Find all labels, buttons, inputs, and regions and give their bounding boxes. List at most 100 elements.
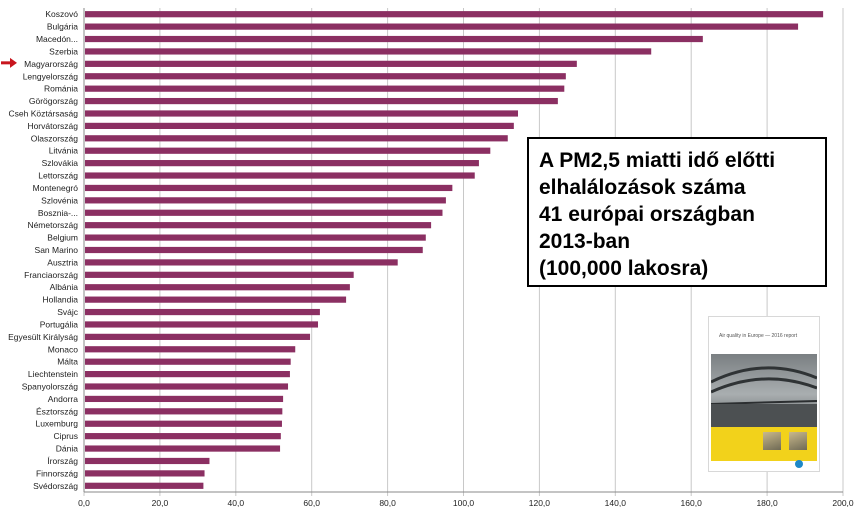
eea-logo-icon <box>795 460 803 468</box>
bar <box>85 445 281 452</box>
category-label: Cseh Köztársaság <box>9 108 79 118</box>
category-label: Montenegró <box>33 183 79 193</box>
category-label: Ciprus <box>53 431 78 441</box>
cover-thumbnail <box>789 432 807 450</box>
bar <box>85 110 519 117</box>
bar <box>85 284 350 291</box>
x-tick-label: 20,0 <box>152 498 169 508</box>
x-tick-label: 60,0 <box>303 498 320 508</box>
report-cover-title: Air quality in Europe — 2016 report <box>719 333 798 339</box>
category-label: Liechtenstein <box>28 369 78 379</box>
category-label: Olaszország <box>31 133 79 143</box>
bar <box>85 222 432 229</box>
category-label: Koszovó <box>45 9 78 19</box>
bar <box>85 433 281 440</box>
x-tick-label: 0,0 <box>78 498 90 508</box>
category-label: Magyarország <box>24 59 78 69</box>
category-label: Litvánia <box>49 146 79 156</box>
bar <box>85 470 205 477</box>
category-label: Bulgária <box>47 22 78 32</box>
category-label: Spanyolország <box>22 382 79 392</box>
bar <box>85 160 479 167</box>
category-label: Macedón... <box>36 34 78 44</box>
chart-title-box: A PM2,5 miatti idő előtti elhalálozások … <box>527 137 827 287</box>
bar <box>85 85 565 92</box>
category-label: Málta <box>57 357 78 367</box>
category-label: Svédország <box>33 481 78 491</box>
category-label: San Marino <box>35 245 79 255</box>
bar <box>85 321 319 328</box>
category-label: Lengyelország <box>23 71 79 81</box>
category-label: Lettország <box>38 171 78 181</box>
category-label: Románia <box>44 84 78 94</box>
arrow-icon <box>10 57 17 68</box>
category-label: Belgium <box>47 233 78 243</box>
bar <box>85 209 443 216</box>
category-label: Dánia <box>56 444 78 454</box>
category-label: Monaco <box>48 344 79 354</box>
chart-title-line: A PM2,5 miatti idő előtti <box>539 149 776 172</box>
bar <box>85 259 398 266</box>
bars <box>85 11 824 489</box>
bar <box>85 48 652 55</box>
x-tick-labels: 0,0 20,0 40,0 60,0 80,0 100,0 120,0 140,0 160,0 1… <box>78 498 854 508</box>
bar <box>85 371 290 378</box>
bar <box>85 346 296 353</box>
bar <box>85 35 703 43</box>
bar <box>85 271 354 278</box>
category-label: Svájc <box>57 307 79 317</box>
bar <box>85 172 475 179</box>
bar <box>85 395 284 403</box>
x-tick-label: 160,0 <box>681 498 703 508</box>
category-label: Szerbia <box>49 46 78 56</box>
bar <box>85 60 577 67</box>
bar <box>85 408 283 415</box>
category-label: Albánia <box>50 282 79 292</box>
category-label: Észtország <box>36 406 78 416</box>
bar <box>85 358 291 365</box>
category-label: Hollandia <box>43 295 79 305</box>
bar <box>85 482 204 489</box>
cover-yellow-band <box>711 427 817 461</box>
category-label: Görögország <box>29 96 78 106</box>
chart-title-line: 41 európai országban <box>539 203 755 226</box>
chart-title-line: (100,000 lakosra) <box>539 257 709 280</box>
bar <box>85 135 508 142</box>
bar <box>85 234 426 241</box>
category-label: Írország <box>47 456 78 466</box>
category-label: Szlovénia <box>41 195 78 205</box>
bar <box>85 383 289 390</box>
highlight-marker <box>1 57 17 68</box>
bar <box>85 333 311 340</box>
x-tick-label: 200,0 <box>832 498 854 508</box>
bar <box>85 197 446 204</box>
bar <box>85 457 210 465</box>
x-tick-label: 140,0 <box>605 498 627 508</box>
category-label: Portugália <box>40 319 79 329</box>
cover-thumbnail <box>763 432 781 450</box>
category-label: Németország <box>27 220 78 230</box>
bridge-photo <box>710 354 818 427</box>
bar <box>85 246 423 254</box>
chart-title-line: 2013-ban <box>539 230 631 253</box>
category-label: Franciaország <box>24 270 78 280</box>
bar <box>85 122 514 129</box>
bar <box>85 147 491 154</box>
bar <box>85 11 824 18</box>
report-cover-image: Air quality in Europe — 2016 report <box>708 316 820 472</box>
bar <box>85 23 799 30</box>
category-label: Horvátország <box>27 121 78 131</box>
category-label: Egyesült Királyság <box>8 332 78 342</box>
bar <box>85 97 558 105</box>
category-label: Luxemburg <box>35 419 78 429</box>
x-tick-label: 80,0 <box>379 498 396 508</box>
category-label: Finnország <box>36 468 78 478</box>
category-label: Ausztria <box>47 257 78 267</box>
chart-title-line: elhalálozások száma <box>539 176 746 199</box>
x-tick-label: 180,0 <box>756 498 778 508</box>
bar <box>85 420 282 427</box>
x-tick-label: 120,0 <box>529 498 551 508</box>
category-labels: Koszovó Bulgária Macedón... Szerbia Magyaror… <box>8 9 79 491</box>
bar <box>85 296 347 303</box>
